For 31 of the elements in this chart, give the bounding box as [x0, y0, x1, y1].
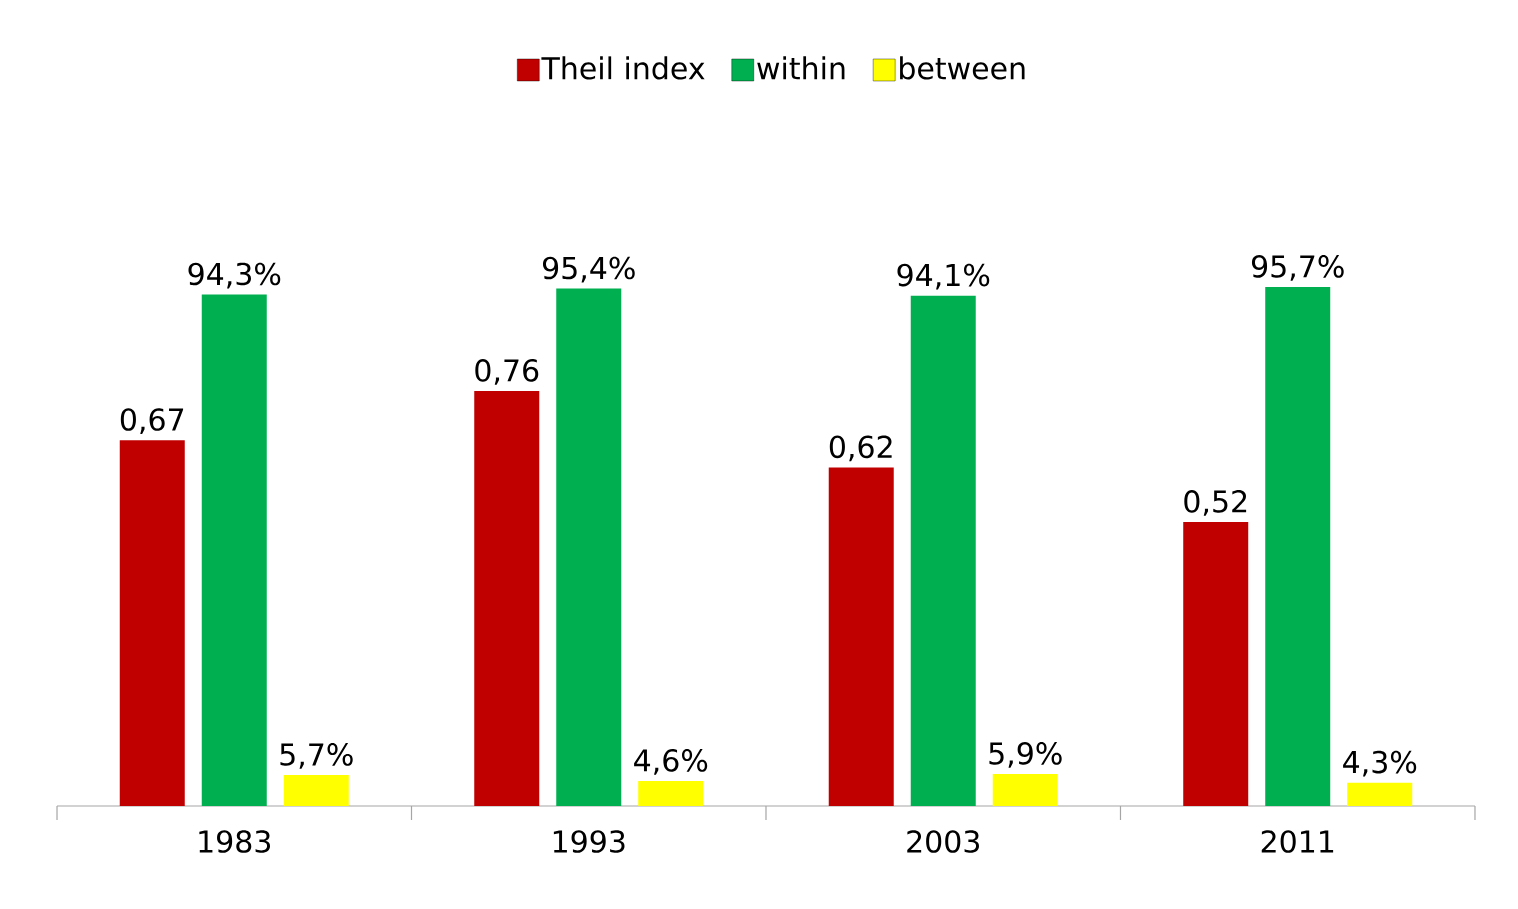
data-label: 0,52	[1184, 490, 1247, 516]
bar	[992, 773, 1058, 806]
legend-label: Theil index	[541, 56, 705, 80]
legend-label: between	[900, 56, 1025, 80]
data-label: 0,67	[120, 408, 184, 434]
data-label: 4,6%	[634, 749, 708, 775]
legend-label: within	[757, 56, 845, 80]
bar	[828, 467, 894, 806]
x-tick-label: 1983	[199, 830, 271, 853]
bar	[1183, 522, 1249, 806]
bar	[474, 390, 540, 806]
data-label: 0,62	[829, 435, 892, 462]
bar	[1265, 286, 1331, 806]
bar	[556, 288, 622, 806]
bar	[119, 440, 185, 806]
bar	[201, 294, 267, 806]
bar	[910, 295, 976, 806]
data-label: 5,9%	[989, 742, 1062, 768]
x-tick-label: 1993	[553, 830, 625, 853]
data-label: 95,4%	[542, 256, 635, 283]
bar	[638, 781, 704, 806]
data-label: 0,76	[475, 359, 539, 385]
data-label: 94,1%	[897, 263, 990, 290]
bar	[1347, 782, 1413, 806]
x-tick-label: 2011	[1261, 830, 1334, 853]
bar	[283, 775, 349, 806]
data-label: 4,3%	[1343, 750, 1417, 777]
x-tick-label: 2003	[907, 830, 979, 853]
data-label: 5,7%	[280, 743, 353, 769]
data-label: 94,3%	[188, 262, 281, 289]
data-label: 95,7%	[1251, 255, 1344, 281]
